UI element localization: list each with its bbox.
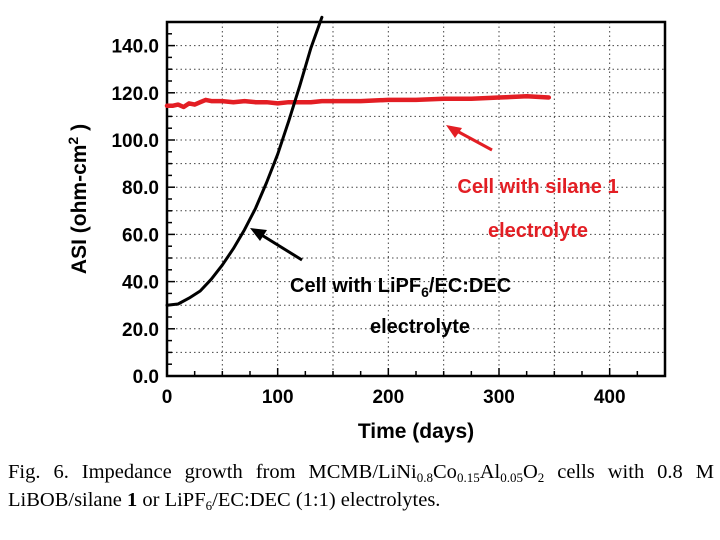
x-tick-label: 0: [162, 387, 173, 408]
y-tick-label: 140.0: [111, 37, 159, 58]
chart: 0 100 200 300 400 0.0 20.0 40.0 60.0 80.0 100.0 120…: [0, 0, 720, 460]
lipf6-annotation-line2: electrolyte: [370, 316, 470, 338]
x-tick-label: 300: [483, 387, 515, 408]
y-tick-label: 0.0: [133, 367, 159, 388]
y-tick-label: 100.0: [111, 131, 159, 152]
series-lipf6-line: [167, 17, 322, 305]
series-silane-line: [167, 96, 549, 107]
lipf6-annotation-line1: Cell with LiPF6/EC:DEC: [290, 275, 511, 300]
x-axis-title: Time (days): [358, 420, 474, 443]
lipf6-arrow-shaft: [260, 234, 302, 260]
figure-caption: Fig. 6. Impedance growth from MCMB/LiNi0…: [8, 458, 714, 514]
silane-annotation-line1: Cell with silane 1: [457, 176, 618, 198]
silane-annotation-line2: electrolyte: [488, 220, 588, 242]
x-tick-label: 400: [594, 387, 626, 408]
y-tick-label: 60.0: [122, 225, 159, 246]
y-tick-label: 80.0: [122, 178, 159, 199]
y-tick-label: 20.0: [122, 320, 159, 341]
series-layer: [167, 17, 549, 305]
y-tick-label: 40.0: [122, 273, 159, 294]
y-axis-title: ASI (ohm-cm2 ): [65, 124, 91, 274]
x-tick-label: 200: [372, 387, 404, 408]
x-tick-label: 100: [262, 387, 294, 408]
ticks: 0 100 200 300 400 0.0 20.0 40.0 60.0 80.0 100.0 120…: [111, 22, 665, 408]
y-tick-label: 120.0: [111, 84, 159, 105]
